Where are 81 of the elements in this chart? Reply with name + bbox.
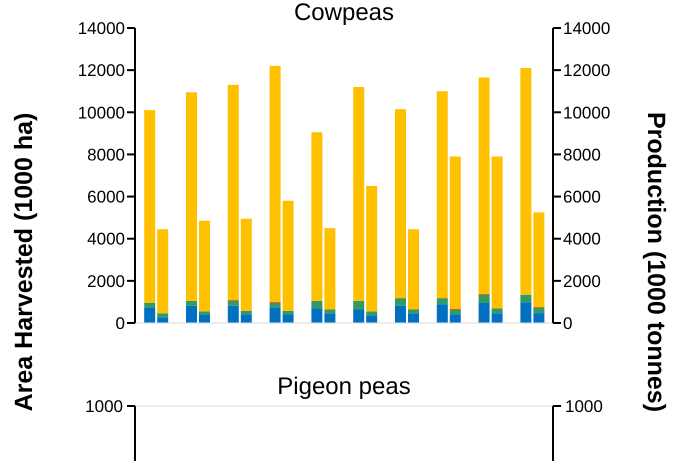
bar xyxy=(436,298,448,304)
bar xyxy=(270,66,281,302)
bar xyxy=(394,298,406,306)
bar xyxy=(450,156,461,310)
y2-tick-label: 6000 xyxy=(563,188,601,207)
bar xyxy=(394,306,406,323)
bar xyxy=(311,308,322,323)
y2-tick-label: 8000 xyxy=(563,145,601,164)
bar xyxy=(198,311,210,315)
y-tick-label: 6000 xyxy=(87,188,125,207)
bar xyxy=(240,310,252,314)
bar xyxy=(144,110,156,303)
bar xyxy=(324,228,336,310)
y2-axis-title: Production (1000 tonnes) xyxy=(642,112,670,412)
bar xyxy=(408,229,419,310)
bar xyxy=(198,220,210,312)
chart-title: Cowpeas xyxy=(292,0,396,26)
bar xyxy=(311,300,322,308)
bar xyxy=(228,300,239,306)
y-tick-label: 4000 xyxy=(87,230,125,249)
y2-tick-label: 0 xyxy=(563,314,572,334)
bar xyxy=(282,310,294,315)
bar xyxy=(240,218,252,311)
y2-tick-label: 4000 xyxy=(563,230,601,249)
bar xyxy=(270,308,281,323)
text: 1000 xyxy=(85,397,123,416)
bar xyxy=(520,302,532,323)
y2-tick-label: 10000 xyxy=(563,103,610,122)
bar xyxy=(492,313,503,323)
bar xyxy=(436,304,448,323)
bar xyxy=(520,294,532,302)
bar xyxy=(533,313,544,323)
bar xyxy=(478,78,490,294)
y-tick-label: 2000 xyxy=(87,272,125,291)
bar xyxy=(408,310,419,314)
bar xyxy=(157,313,168,318)
bar xyxy=(282,314,294,323)
bar xyxy=(186,300,197,306)
y2-tick-label: 12000 xyxy=(563,61,610,80)
bar xyxy=(394,109,406,298)
y-tick-label: 10000 xyxy=(78,103,125,122)
bar xyxy=(478,302,490,323)
bar xyxy=(492,156,503,308)
bar xyxy=(533,212,544,308)
text: Pigeon peas xyxy=(277,373,411,400)
bar xyxy=(450,310,461,314)
y-axis-title: Area Harvested (1000 ha) xyxy=(10,112,38,412)
bar xyxy=(366,315,378,323)
bar xyxy=(186,92,197,301)
bar xyxy=(450,314,461,323)
bar xyxy=(366,311,378,316)
bar xyxy=(228,306,239,323)
bar xyxy=(436,91,448,298)
bar xyxy=(492,308,503,314)
bar xyxy=(282,200,294,311)
bar xyxy=(144,308,156,323)
y2-tick-label: 14000 xyxy=(563,19,610,38)
bar xyxy=(520,68,532,295)
bar xyxy=(240,314,252,323)
bar xyxy=(228,84,239,300)
bar xyxy=(157,229,168,314)
bar xyxy=(270,302,281,308)
y-tick-label: 14000 xyxy=(78,19,125,38)
bar xyxy=(324,310,336,314)
bar xyxy=(366,186,378,312)
bar xyxy=(144,302,156,308)
bar xyxy=(353,300,364,310)
bar xyxy=(353,310,364,323)
bar xyxy=(186,306,197,323)
y-tick-label: 8000 xyxy=(87,145,125,164)
bar xyxy=(198,314,210,323)
bar xyxy=(478,294,490,303)
bar xyxy=(311,132,322,301)
text: 1000 xyxy=(565,397,603,416)
bar xyxy=(353,87,364,301)
bar xyxy=(324,313,336,323)
bar xyxy=(533,308,544,314)
y-tick-label: 12000 xyxy=(78,61,125,80)
y2-tick-label: 2000 xyxy=(563,272,601,291)
bar xyxy=(408,313,419,323)
y-tick-label: 0 xyxy=(116,314,125,334)
